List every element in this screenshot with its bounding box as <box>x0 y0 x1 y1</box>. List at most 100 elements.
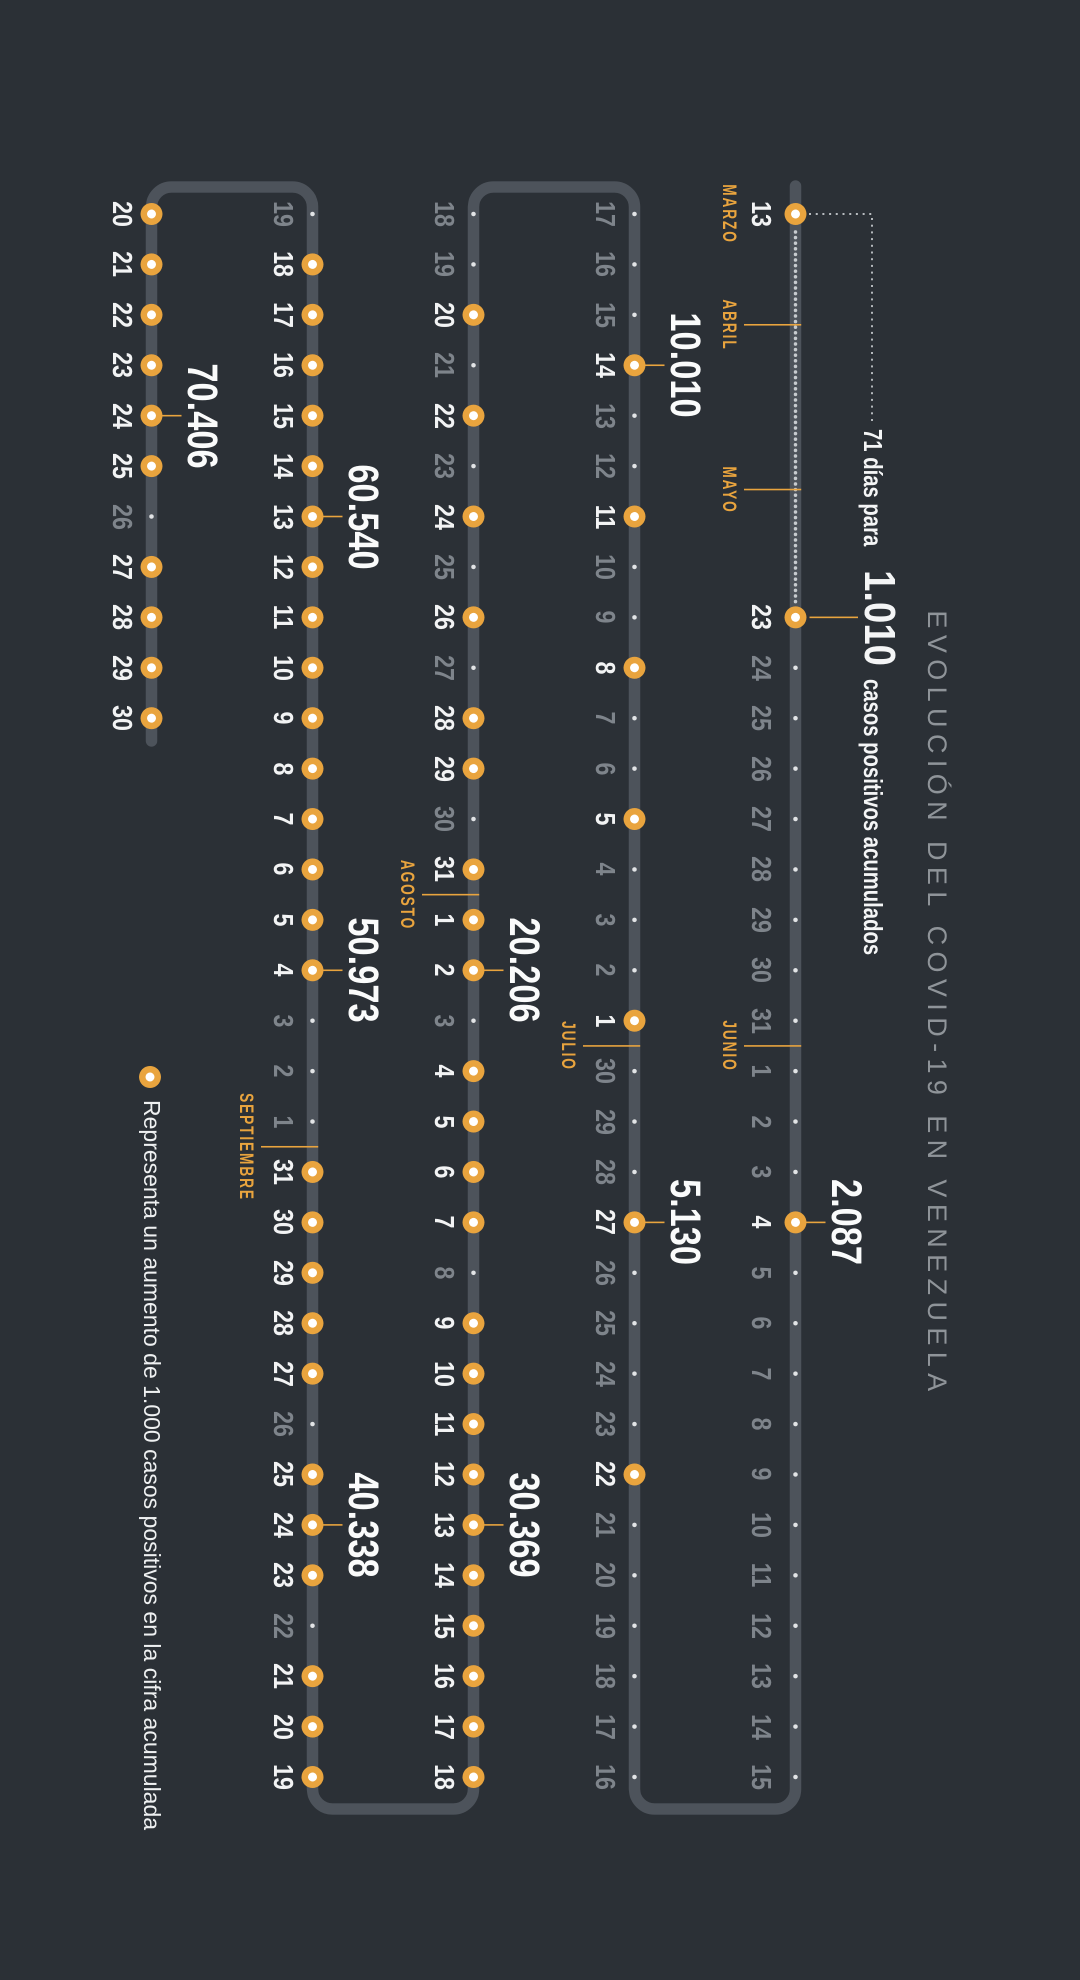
milestone-ring-center <box>308 663 317 673</box>
day-dot <box>632 413 637 418</box>
trail-dot <box>793 443 798 447</box>
milestone-ring-center <box>469 1772 478 1782</box>
day-dot <box>632 1169 637 1175</box>
month-label: JULIO <box>556 1021 578 1071</box>
date-label: 20 <box>267 1713 299 1740</box>
date-label: 7 <box>745 1367 777 1381</box>
milestone-ring-center <box>791 1217 800 1227</box>
date-label: 10 <box>745 1511 777 1538</box>
trail-dot <box>793 387 798 391</box>
date-label: 13 <box>745 1663 777 1690</box>
date-label: 28 <box>267 1310 299 1337</box>
date-label: 9 <box>267 711 299 725</box>
milestone-ring-center <box>147 360 156 370</box>
date-label: 25 <box>428 553 460 580</box>
date-label: 19 <box>428 251 460 278</box>
date-label: 14 <box>589 352 621 379</box>
date-label: 22 <box>267 1612 299 1639</box>
date-label: 23 <box>589 1411 621 1437</box>
trail-dot <box>793 263 798 268</box>
day-dot <box>471 463 476 469</box>
date-label: 29 <box>106 654 138 681</box>
day-dot <box>310 1623 315 1628</box>
milestone-value: 10.010 <box>660 312 709 418</box>
date-label: 6 <box>267 862 299 876</box>
trail-dot <box>793 493 798 498</box>
milestone-ring-center <box>630 1016 639 1026</box>
day-dot <box>632 1522 637 1528</box>
trail-dot <box>793 543 798 548</box>
date-label: 25 <box>745 705 777 732</box>
day-dot <box>632 1119 637 1124</box>
milestone-ring-center <box>630 1217 639 1227</box>
date-label: 24 <box>106 402 138 429</box>
date-label: 28 <box>428 705 460 732</box>
month-label: MAYO <box>717 465 739 514</box>
trail-dot <box>793 342 798 346</box>
date-label: 15 <box>267 402 299 429</box>
milestone-ring-center <box>469 1722 478 1732</box>
date-label: 27 <box>745 806 777 832</box>
date-label: 29 <box>589 1108 621 1135</box>
date-label: 31 <box>267 1159 299 1185</box>
date-label: 2 <box>428 963 460 977</box>
day-dot <box>310 1068 315 1074</box>
day-dot <box>793 1018 798 1023</box>
trail-dot <box>793 515 798 520</box>
trail-dot <box>793 437 798 442</box>
date-label: 5 <box>589 812 621 826</box>
day-dot <box>793 968 798 973</box>
day-dot <box>471 262 476 267</box>
milestone-ring-center <box>469 1469 478 1479</box>
day-dot <box>632 615 637 620</box>
trail-dot <box>793 364 798 369</box>
date-label: 29 <box>428 755 460 782</box>
date-label: 27 <box>106 553 138 580</box>
trail-dot <box>793 336 798 341</box>
date-label: 15 <box>745 1764 777 1790</box>
date-label: 30 <box>428 806 460 832</box>
milestone-ring-center <box>308 562 317 572</box>
date-label: 21 <box>428 352 460 379</box>
trail-dot <box>793 280 798 285</box>
date-label: 18 <box>589 1663 621 1690</box>
date-label: 9 <box>589 610 621 624</box>
trail-dot <box>793 375 798 380</box>
milestone-ring-center <box>469 1217 478 1227</box>
date-label: 12 <box>267 553 299 580</box>
date-label: 13 <box>428 1511 460 1538</box>
milestone-ring-center <box>308 915 317 925</box>
date-label: 26 <box>428 604 460 631</box>
day-dot <box>632 766 637 771</box>
milestone-ring-center <box>308 1570 317 1580</box>
date-label: 4 <box>428 1064 460 1078</box>
date-label: 4 <box>745 1215 777 1229</box>
date-label: 23 <box>267 1562 299 1589</box>
milestone-ring-center <box>308 461 317 471</box>
milestone-value: 40.338 <box>338 1472 387 1578</box>
date-label: 5 <box>428 1115 460 1129</box>
milestone-ring-center <box>630 360 639 370</box>
day-dot <box>471 211 476 217</box>
date-label: 24 <box>267 1511 299 1538</box>
milestone-ring-center <box>308 1722 317 1732</box>
day-dot <box>793 1068 798 1074</box>
milestone-ring-center <box>469 764 478 774</box>
day-dot <box>632 211 637 217</box>
trail-dot <box>793 275 798 279</box>
date-label: 12 <box>428 1461 460 1488</box>
milestone-ring-center <box>469 1621 478 1631</box>
date-label: 17 <box>589 201 621 227</box>
annotation-suffix: casos positivos acumulados <box>858 679 888 956</box>
date-label: 11 <box>745 1563 777 1588</box>
milestone-ring-center <box>469 1117 478 1127</box>
date-label: 24 <box>589 1360 621 1387</box>
trail-dot <box>793 459 798 464</box>
milestone-ring-center <box>469 713 478 723</box>
date-label: 10 <box>589 553 621 580</box>
date-label: 17 <box>267 301 299 328</box>
day-dot <box>632 1068 637 1074</box>
day-dot <box>632 1724 637 1729</box>
